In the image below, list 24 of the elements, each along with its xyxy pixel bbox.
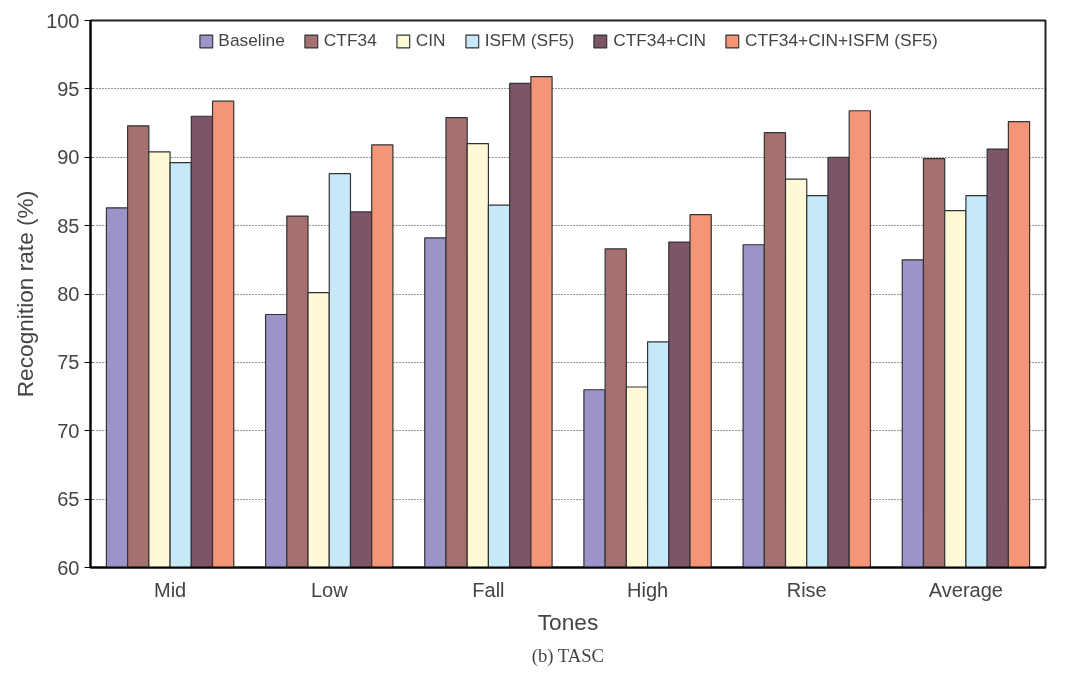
text: (b) TASC bbox=[531, 644, 604, 667]
y-tick-label: 80 bbox=[57, 283, 80, 305]
y-tick-label: 70 bbox=[57, 419, 80, 442]
x-tick-label: Fall bbox=[472, 578, 505, 601]
x-tick-label: High bbox=[627, 578, 669, 601]
legend-label: ISFM (SF5) bbox=[484, 30, 575, 51]
y-tick-label: 95 bbox=[57, 77, 80, 100]
y-tick-label: 85 bbox=[57, 214, 80, 237]
x-tick-label: Mid bbox=[153, 578, 187, 601]
y-tick-label: 60 bbox=[57, 556, 80, 579]
x-tick-label: Rise bbox=[786, 578, 827, 601]
x-axis-title: Tones bbox=[537, 608, 599, 635]
x-tick-label: Low bbox=[310, 578, 349, 601]
legend-label: Baseline bbox=[218, 30, 285, 51]
legend-label: CIN bbox=[415, 30, 446, 51]
legend-label: CTF34+CIN+ISFM (SF5) bbox=[745, 30, 938, 51]
y-axis-title: Recognition rate (%) bbox=[12, 190, 39, 398]
y-tick-label: 100 bbox=[46, 9, 80, 32]
legend-label: CTF34 bbox=[323, 30, 377, 51]
x-tick-label: Average bbox=[928, 578, 1003, 601]
y-tick-label: 75 bbox=[57, 351, 80, 374]
y-tick-label: 65 bbox=[57, 488, 80, 511]
y-tick-label: 90 bbox=[57, 146, 80, 169]
legend-label: CTF34+CIN bbox=[613, 30, 707, 51]
